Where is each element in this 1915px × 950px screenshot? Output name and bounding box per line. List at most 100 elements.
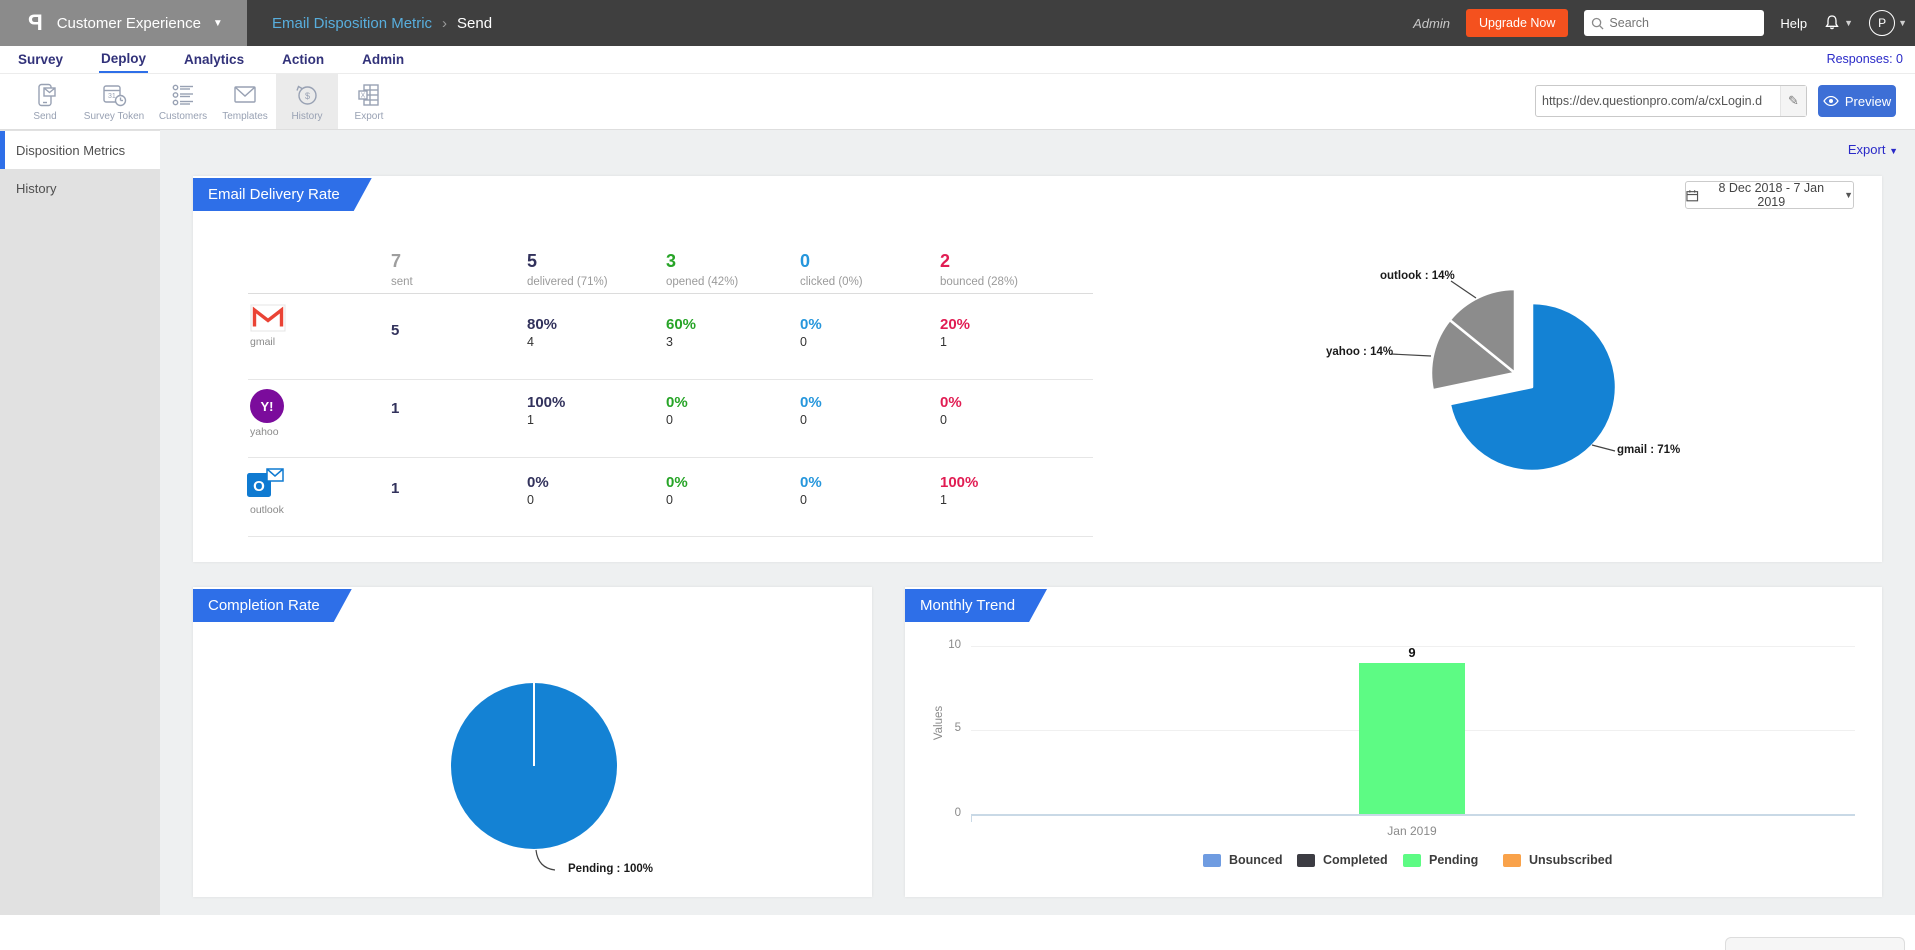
- notifications-menu[interactable]: ▼: [1823, 14, 1853, 32]
- y-tick-10: 10: [948, 639, 961, 651]
- chevron-down-icon: ▼: [1889, 146, 1898, 156]
- toolbar-label: History: [291, 110, 323, 122]
- outlook-sent: 1: [391, 480, 400, 497]
- gmail-bounced-count: 1: [940, 335, 947, 349]
- legend-item-bounced: Bounced: [1203, 853, 1282, 867]
- sidebar-item-disposition-metrics[interactable]: Disposition Metrics: [0, 131, 160, 169]
- yahoo-opened-pct: 0%: [666, 394, 688, 411]
- search-icon: [1592, 17, 1604, 30]
- phone-envelope-icon: [38, 83, 56, 106]
- table-divider: [248, 293, 1093, 294]
- legend-item-pending: Pending: [1403, 853, 1478, 867]
- outlook-opened-pct: 0%: [666, 474, 688, 491]
- breadcrumb-separator: ›: [442, 14, 448, 32]
- toolbar-export-button[interactable]: X Export: [338, 74, 400, 129]
- main-content: Export ▼ Email Delivery Rate 8 Dec 2018 …: [160, 130, 1915, 915]
- toolbar-send-button[interactable]: Send: [14, 74, 76, 129]
- outlook-icon: O: [247, 468, 284, 497]
- legend-label: Completed: [1323, 853, 1388, 867]
- outlook-clicked-count: 0: [800, 493, 807, 507]
- nav-item-deploy[interactable]: Deploy: [99, 47, 149, 73]
- delivery-pie-chart: [1390, 280, 1618, 473]
- left-sidebar: Disposition Metrics History: [0, 130, 160, 915]
- main-nav: Survey Deploy Analytics Action Admin Res…: [0, 46, 1915, 74]
- date-range-label: 8 Dec 2018 - 7 Jan 2019: [1718, 181, 1825, 209]
- yahoo-sent: 1: [391, 400, 400, 417]
- legend-label: Pending: [1429, 853, 1479, 867]
- outlook-clicked-pct: 0%: [800, 474, 822, 491]
- svg-text:31: 31: [108, 93, 116, 100]
- gmail-bounced-pct: 20%: [940, 316, 971, 333]
- nav-item-analytics[interactable]: Analytics: [184, 51, 245, 67]
- toolbar-history-button[interactable]: $ History: [276, 74, 338, 129]
- admin-label: Admin: [1413, 15, 1450, 31]
- legend-swatch: [1403, 853, 1421, 867]
- edit-url-icon[interactable]: ✎: [1780, 86, 1806, 116]
- y-tick-0: 0: [954, 807, 961, 819]
- trend-bar-pending: [1359, 663, 1465, 814]
- toolbar-survey-token-button[interactable]: 31 Survey Token: [76, 74, 152, 129]
- global-search: [1584, 10, 1765, 36]
- card-title-ribbon: Monthly Trend: [905, 589, 1047, 622]
- nav-item-survey[interactable]: Survey: [18, 51, 64, 67]
- feedback-tab[interactable]: [1725, 937, 1905, 950]
- search-input[interactable]: [1609, 16, 1750, 30]
- export-label: Export: [1847, 142, 1886, 157]
- upgrade-now-button[interactable]: Upgrade Now: [1465, 9, 1569, 37]
- card-title-ribbon: Completion Rate: [193, 589, 352, 622]
- yahoo-opened-count: 0: [666, 413, 673, 427]
- sidebar-item-history[interactable]: History: [0, 169, 160, 207]
- toolbar-label: Export: [354, 110, 384, 122]
- help-link[interactable]: Help: [1780, 15, 1808, 31]
- table-divider: [248, 536, 1093, 537]
- export-dropdown[interactable]: Export ▼: [1848, 142, 1898, 157]
- header-actions: Admin Upgrade Now Help ▼ P ▼: [1413, 0, 1907, 46]
- summary-clicked-label: clicked (0%): [800, 276, 863, 288]
- pie-label-yahoo: yahoo : 14%: [1326, 346, 1394, 358]
- preview-button[interactable]: Preview: [1818, 85, 1896, 117]
- chevron-down-icon: ▼: [212, 17, 223, 29]
- toolbar-label: Survey Token: [83, 110, 145, 122]
- gridline: [971, 646, 1855, 647]
- summary-opened-label: opened (42%): [666, 276, 739, 288]
- yahoo-delivered-count: 1: [527, 413, 534, 427]
- chevron-down-icon: ▼: [1844, 18, 1854, 28]
- chevron-down-icon: ▼: [1898, 18, 1907, 28]
- nav-item-action[interactable]: Action: [282, 51, 325, 67]
- envelope-icon: [234, 85, 256, 103]
- breadcrumb-survey-link[interactable]: Email Disposition Metric: [272, 14, 433, 32]
- chevron-down-icon: ▼: [1844, 190, 1853, 200]
- yahoo-icon: Y!: [250, 389, 284, 423]
- yahoo-bounced-count: 0: [940, 413, 947, 427]
- survey-url-input[interactable]: [1536, 94, 1780, 108]
- legend-swatch: [1297, 853, 1315, 867]
- toolbar-label: Templates: [222, 110, 268, 122]
- outlook-bounced-count: 1: [940, 493, 947, 507]
- workspace: Disposition Metrics History Export ▼ Ema…: [0, 130, 1915, 915]
- completion-pie-chart: [451, 683, 617, 871]
- eye-icon: [1823, 96, 1839, 106]
- svg-text:$: $: [305, 91, 310, 101]
- toolbar-label: Send: [33, 110, 57, 122]
- avatar: P: [1869, 10, 1896, 36]
- legend-swatch: [1503, 853, 1521, 867]
- gmail-delivered-pct: 80%: [527, 316, 558, 333]
- completion-rate-card: Completion Rate Pending : 100%: [193, 587, 872, 897]
- pie-label-gmail: gmail : 71%: [1617, 444, 1681, 456]
- chart-legend: Bounced Completed Pending Unsubscribed: [905, 853, 1882, 869]
- product-switcher[interactable]: P Customer Experience ▼: [0, 0, 247, 46]
- account-menu[interactable]: P ▼: [1869, 10, 1907, 36]
- date-range-picker[interactable]: 8 Dec 2018 - 7 Jan 2019 ▼: [1685, 181, 1854, 209]
- gmail-delivered-count: 4: [527, 335, 534, 349]
- nav-item-admin[interactable]: Admin: [362, 51, 405, 67]
- toolbar-customers-button[interactable]: Customers: [152, 74, 214, 129]
- gmail-opened-count: 3: [666, 335, 673, 349]
- pie-label-outlook: outlook : 14%: [1380, 270, 1455, 282]
- people-list-icon: [172, 84, 193, 105]
- svg-text:O: O: [253, 478, 265, 495]
- table-divider: [248, 457, 1093, 458]
- toolbar-templates-button[interactable]: Templates: [214, 74, 276, 129]
- bell-icon: [1825, 15, 1839, 30]
- table-divider: [248, 379, 1093, 380]
- svg-text:X: X: [361, 92, 366, 99]
